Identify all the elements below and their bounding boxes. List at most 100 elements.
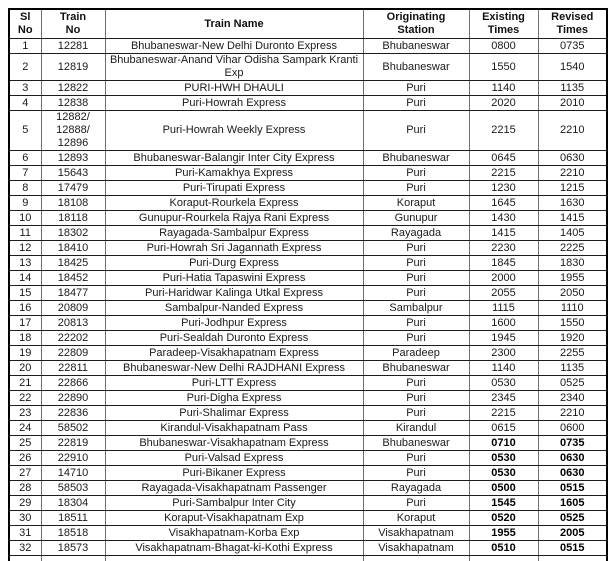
cell-revised-time: 2210 bbox=[538, 166, 607, 181]
cell-origin-station: Rayagada bbox=[363, 481, 469, 496]
cell-train-no: 18410 bbox=[41, 241, 105, 256]
cell-existing-time: 1955 bbox=[469, 526, 538, 541]
cell-train-name: Koraput-Visakhapatnam Exp bbox=[105, 511, 363, 526]
cell-train-name: Bhubaneswar-Visakhapatnam Express bbox=[105, 436, 363, 451]
cell-existing-time: 1550 bbox=[469, 54, 538, 81]
cell-sl-no: 8 bbox=[9, 181, 41, 196]
cell-train-no: 18518 bbox=[41, 526, 105, 541]
table-header-row: Sl No Train No Train Name Originating St… bbox=[9, 9, 607, 39]
cell-existing-time: 1115 bbox=[469, 301, 538, 316]
cell-existing-time: 2300 bbox=[469, 346, 538, 361]
cell-origin-station: Puri bbox=[363, 451, 469, 466]
cell-sl-no: 20 bbox=[9, 361, 41, 376]
cell-sl-no: 31 bbox=[9, 526, 41, 541]
cell-revised-time: 2210 bbox=[538, 111, 607, 151]
stub-cell bbox=[105, 556, 363, 561]
cell-train-no: 58502 bbox=[41, 421, 105, 436]
cell-revised-time: 2050 bbox=[538, 286, 607, 301]
stub-cell bbox=[363, 556, 469, 561]
cell-revised-time: 1630 bbox=[538, 196, 607, 211]
cell-existing-time: 0530 bbox=[469, 466, 538, 481]
cell-existing-time: 2230 bbox=[469, 241, 538, 256]
cell-origin-station: Puri bbox=[363, 256, 469, 271]
cell-train-no: 17479 bbox=[41, 181, 105, 196]
cell-sl-no: 29 bbox=[9, 496, 41, 511]
cell-origin-station: Visakhapatnam bbox=[363, 541, 469, 556]
cell-train-no: 18425 bbox=[41, 256, 105, 271]
cell-existing-time: 1230 bbox=[469, 181, 538, 196]
cell-train-name: Puri-Howrah Weekly Express bbox=[105, 111, 363, 151]
cell-revised-time: 1605 bbox=[538, 496, 607, 511]
cell-existing-time: 2020 bbox=[469, 96, 538, 111]
cell-train-name: Puri-Sambalpur Inter City bbox=[105, 496, 363, 511]
cell-origin-station: Bhubaneswar bbox=[363, 39, 469, 54]
cell-existing-time: 1140 bbox=[469, 361, 538, 376]
cell-origin-station: Visakhapatnam bbox=[363, 526, 469, 541]
train-timetable: Sl No Train No Train Name Originating St… bbox=[8, 8, 608, 561]
cell-train-no: 22910 bbox=[41, 451, 105, 466]
cell-train-no: 22890 bbox=[41, 391, 105, 406]
cell-origin-station: Puri bbox=[363, 391, 469, 406]
cell-origin-station: Koraput bbox=[363, 196, 469, 211]
cell-train-name: PURI-HWH DHAULI bbox=[105, 81, 363, 96]
stub-cell bbox=[9, 556, 41, 561]
cell-origin-station: Puri bbox=[363, 331, 469, 346]
cell-train-name: Kirandul-Visakhapatnam Pass bbox=[105, 421, 363, 436]
cell-train-no: 18302 bbox=[41, 226, 105, 241]
cell-train-name: Puri-Sealdah Duronto Express bbox=[105, 331, 363, 346]
cell-train-no: 12882/ 12888/ 12896 bbox=[41, 111, 105, 151]
cell-train-no: 22809 bbox=[41, 346, 105, 361]
cell-train-no: 18452 bbox=[41, 271, 105, 286]
cell-train-name: Puri-Shalimar Express bbox=[105, 406, 363, 421]
cell-origin-station: Kirandul bbox=[363, 421, 469, 436]
cell-revised-time: 0515 bbox=[538, 481, 607, 496]
cell-train-no: 12281 bbox=[41, 39, 105, 54]
cell-revised-time: 0735 bbox=[538, 436, 607, 451]
cell-sl-no: 30 bbox=[9, 511, 41, 526]
cell-existing-time: 1545 bbox=[469, 496, 538, 511]
cell-revised-time: 0600 bbox=[538, 421, 607, 436]
cell-train-no: 18118 bbox=[41, 211, 105, 226]
cell-train-name: Puri-Tirupati Express bbox=[105, 181, 363, 196]
cell-train-name: Paradeep-Visakhapatnam Express bbox=[105, 346, 363, 361]
cell-sl-no: 4 bbox=[9, 96, 41, 111]
cell-sl-no: 22 bbox=[9, 391, 41, 406]
cell-origin-station: Bhubaneswar bbox=[363, 54, 469, 81]
cell-train-no: 22202 bbox=[41, 331, 105, 346]
cell-train-name: Puri-LTT Express bbox=[105, 376, 363, 391]
cell-existing-time: 0520 bbox=[469, 511, 538, 526]
cell-train-no: 12893 bbox=[41, 151, 105, 166]
cell-revised-time: 2340 bbox=[538, 391, 607, 406]
cell-origin-station: Puri bbox=[363, 286, 469, 301]
cell-train-name: Puri-Howrah Express bbox=[105, 96, 363, 111]
cell-existing-time: 2215 bbox=[469, 406, 538, 421]
cell-train-name: Bhubaneswar-Balangir Inter City Express bbox=[105, 151, 363, 166]
cell-train-name: Visakhapatnam-Korba Exp bbox=[105, 526, 363, 541]
cell-train-name: Bhubaneswar-New Delhi Duronto Express bbox=[105, 39, 363, 54]
cell-train-name: Koraput-Rourkela Express bbox=[105, 196, 363, 211]
cell-train-name: Bhubaneswar-Anand Vihar Odisha Sampark K… bbox=[105, 54, 363, 81]
cell-revised-time: 1830 bbox=[538, 256, 607, 271]
cell-sl-no: 15 bbox=[9, 286, 41, 301]
cell-existing-time: 2055 bbox=[469, 286, 538, 301]
cell-revised-time: 1550 bbox=[538, 316, 607, 331]
